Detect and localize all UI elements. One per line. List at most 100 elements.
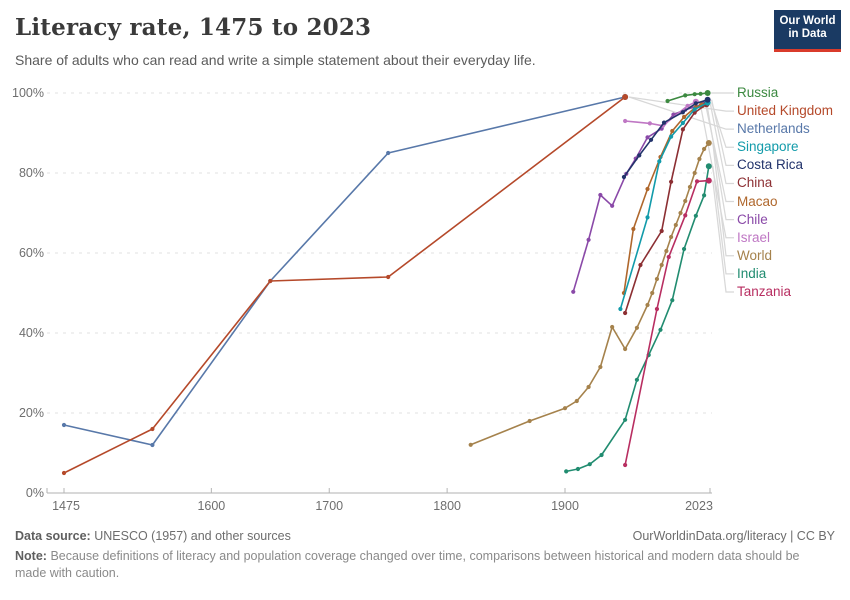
legend-item-netherlands[interactable]: Netherlands: [737, 121, 810, 137]
data-point-india[interactable]: [670, 298, 675, 303]
data-point-costa-rica[interactable]: [704, 96, 711, 103]
data-point-macao[interactable]: [645, 186, 650, 192]
data-point-singapore[interactable]: [668, 134, 674, 139]
data-point-costa-rica[interactable]: [637, 153, 642, 158]
series-line-netherlands[interactable]: [63, 96, 626, 446]
data-point-chile[interactable]: [586, 237, 591, 242]
data-point-world[interactable]: [562, 406, 568, 411]
legend-item-united-kingdom[interactable]: United Kingdom: [737, 103, 834, 119]
data-point-united-kingdom[interactable]: [622, 94, 629, 100]
data-point-world[interactable]: [623, 346, 628, 352]
data-point-costa-rica[interactable]: [621, 174, 627, 180]
data-point-costa-rica[interactable]: [648, 137, 654, 142]
legend-item-singapore[interactable]: Singapore: [737, 139, 799, 155]
data-point-india[interactable]: [587, 462, 592, 467]
legend-item-tanzania[interactable]: Tanzania: [737, 283, 792, 299]
data-point-tanzania[interactable]: [694, 179, 700, 184]
data-point-india[interactable]: [658, 327, 663, 332]
data-point-world[interactable]: [702, 146, 707, 152]
data-point-costa-rica[interactable]: [661, 120, 667, 125]
data-point-singapore[interactable]: [618, 306, 623, 312]
data-point-world[interactable]: [527, 418, 532, 424]
data-point-india[interactable]: [681, 246, 687, 252]
data-point-india[interactable]: [623, 417, 628, 422]
legend-item-india[interactable]: India: [737, 265, 767, 281]
series-line-chile[interactable]: [572, 103, 704, 293]
data-point-world[interactable]: [659, 262, 664, 268]
data-point-singapore[interactable]: [657, 159, 662, 164]
data-point-india[interactable]: [705, 163, 712, 170]
data-point-united-kingdom[interactable]: [268, 278, 273, 284]
data-point-india[interactable]: [702, 193, 707, 198]
data-point-costa-rica[interactable]: [680, 110, 685, 115]
data-point-tanzania[interactable]: [705, 177, 712, 184]
data-point-russia[interactable]: [698, 91, 703, 96]
legend-item-world[interactable]: World: [737, 247, 773, 263]
data-point-united-kingdom[interactable]: [150, 426, 155, 432]
data-point-macao[interactable]: [681, 114, 687, 120]
legend-item-israel[interactable]: Israel: [737, 229, 771, 245]
data-point-world[interactable]: [650, 290, 655, 296]
data-point-tanzania[interactable]: [683, 213, 688, 218]
data-point-world[interactable]: [678, 210, 683, 216]
data-point-tanzania[interactable]: [654, 306, 660, 312]
data-point-macao[interactable]: [670, 128, 675, 134]
data-point-world[interactable]: [654, 276, 660, 282]
data-point-singapore[interactable]: [680, 120, 685, 126]
data-point-india[interactable]: [599, 452, 604, 458]
data-point-tanzania[interactable]: [666, 254, 671, 260]
legend-item-macao[interactable]: Macao: [737, 193, 778, 209]
data-point-world[interactable]: [598, 364, 603, 370]
data-point-chile[interactable]: [598, 192, 603, 198]
data-point-israel[interactable]: [647, 121, 652, 126]
data-point-russia[interactable]: [704, 90, 711, 96]
data-point-world[interactable]: [683, 198, 688, 204]
data-point-israel[interactable]: [685, 103, 690, 108]
data-point-china[interactable]: [623, 310, 628, 316]
legend-item-russia[interactable]: Russia: [737, 85, 779, 100]
data-point-world[interactable]: [610, 324, 615, 330]
series-line-china[interactable]: [624, 103, 707, 314]
data-point-russia[interactable]: [692, 92, 697, 97]
series-line-tanzania[interactable]: [624, 179, 709, 466]
data-point-chile[interactable]: [610, 203, 615, 208]
data-point-world[interactable]: [468, 442, 473, 447]
data-point-netherlands[interactable]: [61, 422, 67, 428]
data-point-world[interactable]: [673, 222, 678, 228]
data-point-world[interactable]: [668, 234, 674, 240]
data-point-chile[interactable]: [645, 135, 650, 140]
data-point-israel[interactable]: [623, 118, 628, 124]
data-point-russia[interactable]: [683, 93, 688, 98]
data-point-chile[interactable]: [571, 289, 576, 294]
data-point-india[interactable]: [564, 469, 569, 474]
data-point-macao[interactable]: [631, 226, 636, 232]
data-point-china[interactable]: [638, 262, 643, 268]
data-point-world[interactable]: [586, 384, 591, 390]
data-point-united-kingdom[interactable]: [386, 274, 391, 280]
data-point-world[interactable]: [697, 156, 702, 162]
owid-logo[interactable]: Our World in Data: [774, 10, 841, 52]
series-line-india[interactable]: [566, 166, 710, 473]
data-point-singapore[interactable]: [692, 107, 697, 112]
data-point-costa-rica[interactable]: [693, 101, 698, 106]
data-point-world[interactable]: [634, 325, 640, 330]
data-point-netherlands[interactable]: [150, 442, 155, 448]
data-point-world[interactable]: [687, 184, 693, 190]
data-point-china[interactable]: [668, 179, 674, 184]
data-point-india[interactable]: [634, 377, 640, 382]
data-point-netherlands[interactable]: [386, 150, 391, 156]
data-point-world[interactable]: [705, 140, 712, 146]
data-point-united-kingdom[interactable]: [61, 470, 67, 476]
data-point-tanzania[interactable]: [623, 462, 628, 468]
data-point-china[interactable]: [659, 228, 664, 234]
legend-item-chile[interactable]: Chile: [737, 211, 768, 227]
data-point-china[interactable]: [680, 127, 685, 132]
legend-item-china[interactable]: China: [737, 175, 773, 191]
data-point-world[interactable]: [664, 248, 669, 254]
data-point-russia[interactable]: [665, 98, 670, 104]
data-point-world[interactable]: [574, 398, 579, 404]
data-point-india[interactable]: [575, 466, 581, 472]
data-point-world[interactable]: [692, 170, 697, 176]
data-point-india[interactable]: [693, 213, 698, 218]
